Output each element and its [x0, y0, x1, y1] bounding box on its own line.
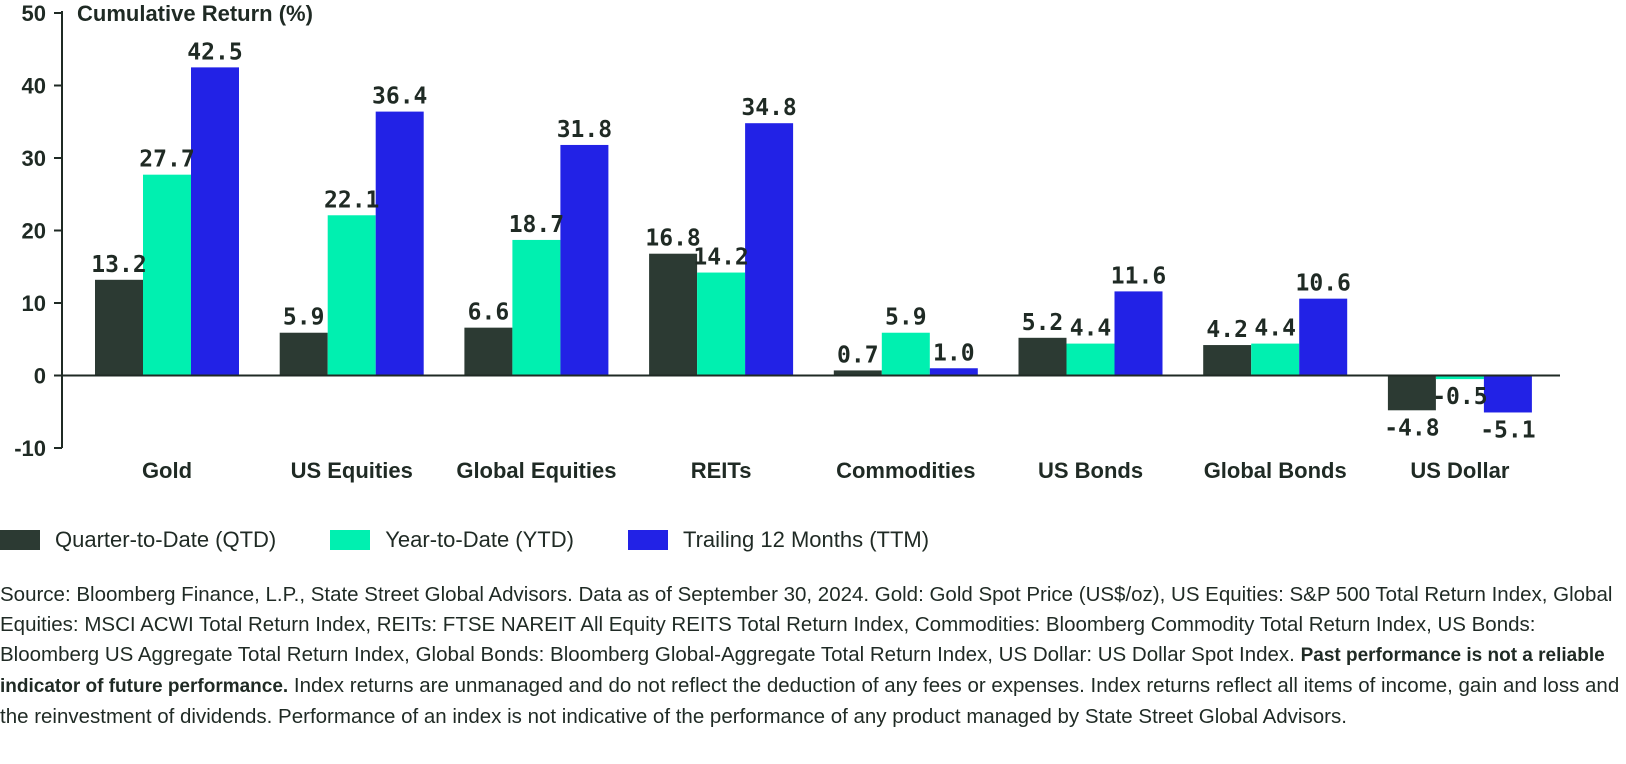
x-tick-label: US Dollar — [1410, 458, 1509, 483]
x-tick-label: US Bonds — [1038, 458, 1143, 483]
data-label-ytd: -0.5 — [1432, 384, 1487, 410]
y-tick-label: -10 — [14, 436, 46, 461]
data-label-ttm: -5.1 — [1480, 417, 1535, 443]
data-label-ytd: 18.7 — [509, 212, 564, 238]
y-axis-title: Cumulative Return (%) — [77, 1, 313, 26]
bar-ttm — [191, 67, 239, 376]
y-tick-label: 10 — [22, 291, 46, 316]
bar-chart: Cumulative Return (%) 50 40 30 20 10 0 -10 13.… — [14, 1, 1560, 483]
legend-swatch-ytd — [330, 530, 371, 550]
data-label-qtd: -4.8 — [1384, 415, 1439, 441]
data-label-qtd: 13.2 — [91, 252, 146, 278]
x-tick-label: Global Equities — [456, 458, 616, 483]
y-tick-label: 40 — [22, 74, 46, 99]
legend-swatch-qtd — [0, 530, 40, 550]
data-label-ttm: 36.4 — [372, 84, 427, 110]
bar-ytd — [327, 215, 376, 376]
y-tick-label: 30 — [22, 146, 46, 171]
data-label-ttm: 10.6 — [1296, 271, 1351, 297]
bar-ytd — [1251, 343, 1300, 376]
bar-ytd — [1066, 343, 1115, 376]
data-label-ttm: 42.5 — [187, 39, 242, 65]
data-label-ttm: 34.8 — [741, 95, 796, 121]
legend: Quarter-to-Date (QTD) Year-to-Date (YTD)… — [0, 525, 983, 555]
x-tick-label: US Equities — [291, 458, 413, 483]
bar-qtd — [464, 327, 513, 376]
bar-ytd — [881, 332, 930, 376]
bar-ttm — [1299, 298, 1348, 376]
bar-qtd — [1018, 337, 1067, 376]
bar-qtd — [279, 332, 328, 376]
bar-ttm — [929, 368, 978, 376]
source-rest: Index returns are unmanaged and do not r… — [0, 674, 1620, 728]
data-label-qtd: 0.7 — [837, 342, 879, 368]
legend-swatch-ttm — [627, 530, 668, 550]
legend-label-qtd: Quarter-to-Date (QTD) — [55, 527, 277, 552]
source-disclaimer-bold: Past performance is not a reliable indic… — [0, 645, 1605, 697]
data-label-ttm: 11.6 — [1111, 263, 1166, 289]
x-tick-label: REITs — [691, 458, 752, 483]
bar-qtd — [95, 279, 143, 376]
data-labels: 13.2 27.7 42.5 5.9 22.1 36.4 6.6 18.7 31.8 16.814… — [91, 39, 1535, 443]
x-tick-labels: Gold US Equities Global Equities REITs Commo… — [142, 458, 1510, 483]
data-label-ttm: 1.0 — [933, 340, 975, 366]
bar-ttm — [560, 144, 609, 376]
bar-ytd — [697, 272, 746, 376]
data-label-qtd: 5.2 — [1022, 310, 1064, 336]
data-label-qtd: 5.9 — [283, 305, 325, 331]
source-note: Source: Bloomberg Finance, L.P., State S… — [0, 580, 1620, 732]
bars — [95, 67, 1532, 413]
x-tick-label: Global Bonds — [1204, 458, 1347, 483]
legend-label-ytd: Year-to-Date (YTD) — [385, 527, 574, 552]
bar-qtd — [649, 253, 698, 376]
bar-ttm — [1114, 291, 1163, 376]
data-label-ytd: 5.9 — [885, 305, 927, 331]
bar-ttm — [1483, 375, 1532, 413]
data-label-qtd: 4.2 — [1206, 317, 1248, 343]
data-label-ytd: 22.1 — [324, 187, 379, 213]
data-label-ytd: 14.2 — [693, 245, 748, 271]
legend-item-qtd: Quarter-to-Date (QTD) — [0, 527, 276, 553]
bar-ytd — [143, 174, 191, 376]
x-tick-label: Gold — [142, 458, 192, 483]
source-intro: Source: Bloomberg Finance, L.P., State S… — [0, 583, 1613, 666]
y-tick-labels: 50 40 30 20 10 0 -10 — [14, 1, 62, 461]
bar-qtd — [833, 370, 882, 376]
data-label-ytd: 4.4 — [1070, 316, 1112, 342]
data-label-qtd: 6.6 — [468, 300, 510, 326]
data-label-ytd: 4.4 — [1254, 316, 1296, 342]
y-tick-label: 50 — [22, 1, 46, 26]
y-tick-label: 20 — [22, 219, 46, 244]
bar-qtd — [1203, 345, 1252, 376]
bar-qtd — [1387, 375, 1436, 411]
legend-label-ttm: Trailing 12 Months (TTM) — [682, 527, 930, 552]
data-label-ytd: 27.7 — [139, 147, 194, 173]
y-tick-label: 0 — [34, 364, 46, 389]
data-label-ttm: 31.8 — [557, 117, 612, 143]
legend-item-ytd: Year-to-Date (YTD) — [330, 527, 574, 553]
x-tick-label: Commodities — [836, 458, 975, 483]
bar-ttm — [375, 111, 424, 376]
bar-ytd — [512, 239, 561, 376]
bar-ttm — [745, 123, 794, 376]
data-label-qtd: 16.8 — [645, 226, 700, 252]
legend-item-ttm: Trailing 12 Months (TTM) — [627, 527, 930, 553]
bar-ytd — [1435, 375, 1484, 380]
